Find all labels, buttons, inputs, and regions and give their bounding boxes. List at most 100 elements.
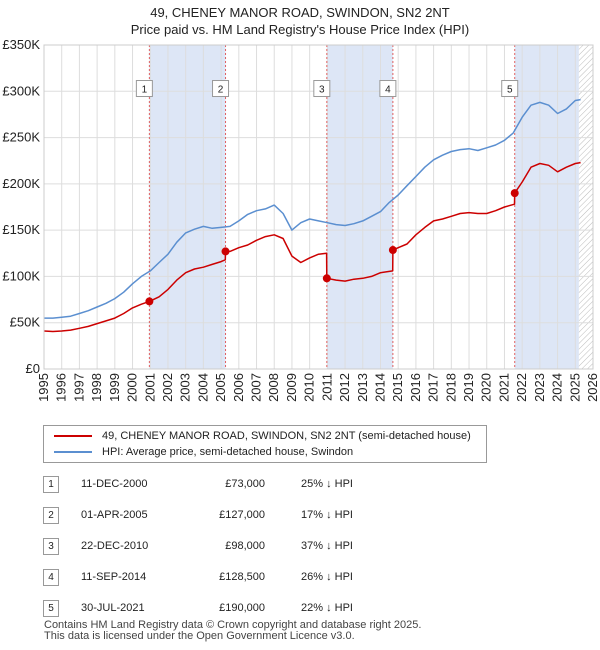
sale-label-4: 4 <box>385 85 391 96</box>
sale-price: £190,000 <box>219 602 265 614</box>
x-tick-label-1999: 1999 <box>107 373 122 402</box>
series-line-hpi <box>44 98 581 319</box>
y-tick-label-4: £200K <box>2 176 40 191</box>
series-line-price <box>44 161 581 333</box>
sale-row-5: 5 30-JUL-2021 £190,000 22% ↓ HPI <box>43 598 403 618</box>
x-tick-label-2013: 2013 <box>355 373 370 402</box>
x-tick-label-2021: 2021 <box>496 373 511 402</box>
x-tick-label-2025: 2025 <box>567 373 582 402</box>
x-tick-label-2023: 2023 <box>532 373 547 402</box>
sale-point-5 <box>510 189 519 198</box>
sale-date: 22-DEC-2010 <box>81 540 149 552</box>
x-tick-label-2011: 2011 <box>319 373 334 401</box>
sale-point-3 <box>322 274 331 283</box>
sale-label-1: 1 <box>142 85 148 96</box>
sale-price: £128,500 <box>219 571 265 583</box>
chart-title: 49, CHENEY MANOR ROAD, SWINDON, SN2 2NT … <box>0 4 600 38</box>
sale-hpi-diff: 26% ↓ HPI <box>301 571 353 583</box>
y-tick-label-6: £300K <box>2 83 40 98</box>
x-tick-label-1995: 1995 <box>36 373 51 402</box>
price-chart: 1 2 3 4 5 £0 £50K £100K £150K £200K £250K £300K £35… <box>2 37 600 402</box>
x-tick-label-2014: 2014 <box>372 373 387 402</box>
shaded-period-1 <box>149 45 226 369</box>
shaded-period-3 <box>514 45 579 369</box>
x-tick-label-2015: 2015 <box>390 373 405 402</box>
sale-hpi-diff: 22% ↓ HPI <box>301 602 353 614</box>
x-tick-label-2020: 2020 <box>479 373 494 402</box>
sale-price: £127,000 <box>219 509 265 521</box>
sale-number: 4 <box>43 569 59 586</box>
x-tick-label-2026: 2026 <box>585 373 600 402</box>
y-tick-label-0: £0 <box>26 361 40 376</box>
x-tick-label-2012: 2012 <box>337 373 352 402</box>
sale-label-3: 3 <box>319 85 325 96</box>
legend-swatch-price <box>54 435 92 438</box>
legend: 49, CHENEY MANOR ROAD, SWINDON, SN2 2NT … <box>43 425 487 463</box>
legend-item-price: 49, CHENEY MANOR ROAD, SWINDON, SN2 2NT … <box>54 428 471 444</box>
footer: Contains HM Land Registry data © Crown c… <box>44 620 584 642</box>
x-tick-label-2019: 2019 <box>461 373 476 402</box>
sale-number: 5 <box>43 600 59 617</box>
legend-swatch-hpi <box>54 451 92 454</box>
sale-label-box-1 <box>135 80 153 98</box>
sale-row-2: 2 01-APR-2005 £127,000 17% ↓ HPI <box>43 505 403 525</box>
sale-label-box-4 <box>379 80 397 98</box>
y-tick-label-5: £250K <box>2 130 40 145</box>
sale-number: 1 <box>43 476 59 493</box>
x-tick-label-1998: 1998 <box>89 373 104 402</box>
legend-item-hpi: HPI: Average price, semi-detached house,… <box>54 444 353 460</box>
sale-date: 11-DEC-2000 <box>81 478 148 490</box>
x-tick-label-2024: 2024 <box>550 373 565 402</box>
sale-label-box-5 <box>501 80 519 98</box>
legend-label-hpi: HPI: Average price, semi-detached house,… <box>102 446 354 458</box>
y-tick-label-2: £100K <box>2 268 40 283</box>
sale-point-4 <box>388 246 397 255</box>
sale-label-box-3 <box>313 80 331 98</box>
footer-line-2: This data is licensed under the Open Gov… <box>44 630 355 642</box>
x-tick-label-2004: 2004 <box>195 373 210 402</box>
sale-point-1 <box>145 297 154 306</box>
x-tick-label-1997: 1997 <box>71 373 86 402</box>
hatched-future-area <box>578 45 593 369</box>
sale-price: £98,000 <box>225 540 265 552</box>
title-line-2: Price paid vs. HM Land Registry's House … <box>130 22 470 37</box>
sale-date: 01-APR-2005 <box>81 509 148 521</box>
x-tick-label-2017: 2017 <box>426 373 441 402</box>
sale-hpi-diff: 17% ↓ HPI <box>301 509 353 521</box>
sale-label-2: 2 <box>218 85 224 96</box>
x-tick-label-2000: 2000 <box>125 373 140 402</box>
sale-row-4: 4 11-SEP-2014 £128,500 26% ↓ HPI <box>43 567 403 587</box>
sale-number: 2 <box>43 507 59 524</box>
sale-label-5: 5 <box>507 85 513 96</box>
sale-hpi-diff: 37% ↓ HPI <box>301 540 353 552</box>
sale-row-1: 1 11-DEC-2000 £73,000 25% ↓ HPI <box>43 474 403 494</box>
x-tick-label-2008: 2008 <box>266 373 281 402</box>
sale-row-3: 3 22-DEC-2010 £98,000 37% ↓ HPI <box>43 536 403 556</box>
y-tick-label-7: £350K <box>2 37 40 52</box>
shaded-period-2 <box>326 45 393 369</box>
x-tick-label-2002: 2002 <box>160 373 175 402</box>
x-tick-label-2018: 2018 <box>443 373 458 402</box>
x-tick-label-1996: 1996 <box>54 373 69 402</box>
sale-hpi-diff: 25% ↓ HPI <box>301 478 353 490</box>
x-tick-label-2022: 2022 <box>514 373 529 402</box>
x-tick-label-2016: 2016 <box>408 373 423 402</box>
footer-line-1: Contains HM Land Registry data © Crown c… <box>44 619 422 631</box>
sale-date: 30-JUL-2021 <box>81 602 145 614</box>
x-tick-label-2003: 2003 <box>178 373 193 402</box>
sale-label-box-2 <box>212 80 230 98</box>
x-tick-label-2005: 2005 <box>213 373 228 402</box>
x-tick-label-2006: 2006 <box>231 373 246 402</box>
plot-frame <box>43 44 594 370</box>
legend-label-price: 49, CHENEY MANOR ROAD, SWINDON, SN2 2NT … <box>102 430 471 442</box>
title-line-1: 49, CHENEY MANOR ROAD, SWINDON, SN2 2NT <box>150 5 450 20</box>
y-tick-label-1: £50K <box>10 315 41 330</box>
x-tick-label-2010: 2010 <box>302 373 317 402</box>
x-tick-label-2007: 2007 <box>249 373 264 402</box>
y-tick-label-3: £150K <box>2 222 40 237</box>
sale-number: 3 <box>43 538 59 555</box>
x-tick-label-2001: 2001 <box>142 373 157 402</box>
sale-date: 11-SEP-2014 <box>81 571 147 583</box>
sale-point-2 <box>221 247 230 256</box>
x-tick-label-2009: 2009 <box>284 373 299 402</box>
